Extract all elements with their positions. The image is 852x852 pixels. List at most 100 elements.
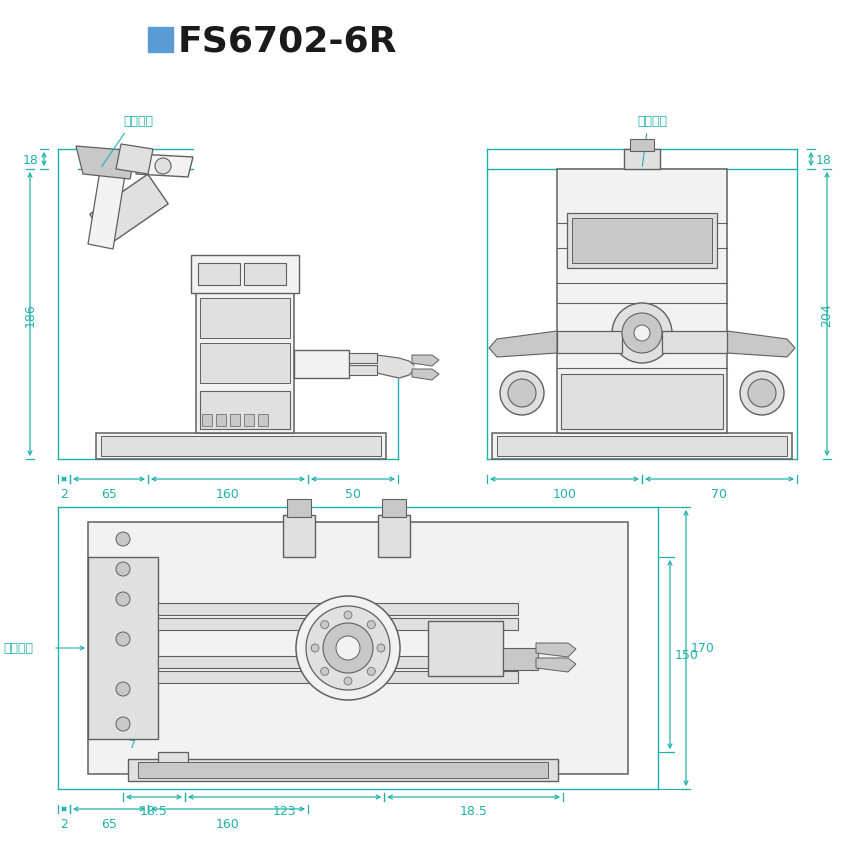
Circle shape [320, 668, 329, 676]
Bar [349, 366, 377, 376]
Circle shape [612, 303, 672, 364]
Circle shape [116, 682, 130, 696]
Text: FS6702-6R: FS6702-6R [178, 24, 398, 58]
Text: 旋转中心: 旋转中心 [637, 115, 667, 128]
Text: 70: 70 [711, 487, 728, 500]
Bar [148, 28, 173, 53]
Circle shape [367, 621, 376, 629]
Text: 2: 2 [60, 487, 68, 500]
Text: 旋转中心: 旋转中心 [123, 115, 153, 128]
Bar [191, 256, 299, 294]
Text: 123: 123 [273, 804, 296, 817]
Circle shape [320, 621, 329, 629]
Text: 18.5: 18.5 [460, 804, 487, 817]
Circle shape [367, 668, 376, 676]
Polygon shape [88, 164, 126, 250]
Bar [349, 354, 377, 364]
Circle shape [377, 644, 385, 653]
Bar [557, 170, 727, 434]
Circle shape [336, 636, 360, 660]
Circle shape [748, 379, 776, 407]
Bar [557, 331, 622, 354]
Text: 150: 150 [675, 648, 699, 661]
Text: 2: 2 [60, 817, 68, 830]
Bar [561, 375, 723, 429]
Bar [567, 214, 717, 268]
Bar [200, 299, 290, 338]
Bar [258, 415, 268, 427]
Bar [200, 343, 290, 383]
Circle shape [116, 592, 130, 607]
Circle shape [634, 325, 650, 342]
Text: 18: 18 [816, 153, 832, 166]
Circle shape [344, 611, 352, 619]
Bar [158, 603, 518, 615]
Circle shape [508, 379, 536, 407]
Text: 60: 60 [458, 770, 474, 783]
Bar [96, 434, 386, 459]
Text: 65: 65 [101, 487, 117, 500]
Bar [158, 656, 518, 668]
Circle shape [622, 314, 662, 354]
Text: 160: 160 [216, 817, 240, 830]
Polygon shape [136, 155, 193, 178]
Circle shape [116, 717, 130, 731]
Text: 100: 100 [553, 487, 577, 500]
Polygon shape [536, 643, 576, 657]
Bar [138, 762, 548, 778]
Bar [378, 515, 410, 557]
Bar [492, 434, 792, 459]
Circle shape [306, 607, 390, 690]
Bar [158, 752, 188, 770]
Circle shape [296, 596, 400, 700]
Bar [428, 621, 503, 676]
Bar [382, 499, 406, 517]
Bar [101, 436, 381, 457]
Text: 186: 186 [24, 302, 37, 326]
Polygon shape [412, 370, 439, 381]
Text: 18: 18 [23, 153, 39, 166]
Bar [128, 759, 558, 781]
Bar [88, 522, 628, 774]
Polygon shape [89, 175, 168, 245]
Circle shape [344, 677, 352, 685]
Text: 7: 7 [128, 740, 135, 749]
Bar [630, 140, 654, 152]
Bar [662, 331, 727, 354]
Bar [283, 515, 315, 557]
Bar [624, 150, 660, 170]
Text: 65: 65 [101, 817, 117, 830]
Polygon shape [489, 331, 557, 358]
Bar [287, 499, 311, 517]
Circle shape [116, 532, 130, 546]
Text: 18.5: 18.5 [140, 804, 168, 817]
Circle shape [116, 632, 130, 646]
Polygon shape [727, 331, 795, 358]
Bar [244, 415, 254, 427]
Circle shape [500, 371, 544, 416]
Polygon shape [412, 355, 439, 366]
Bar [158, 671, 518, 683]
Polygon shape [536, 659, 576, 672]
Bar [294, 350, 349, 378]
Circle shape [323, 624, 373, 673]
Text: 204: 204 [820, 302, 833, 326]
Circle shape [155, 158, 171, 175]
Text: 旋转中心: 旋转中心 [3, 642, 33, 654]
Bar [244, 263, 286, 285]
Circle shape [311, 644, 319, 653]
Bar [158, 619, 518, 630]
Polygon shape [76, 147, 136, 180]
Text: 170: 170 [691, 642, 715, 654]
Bar [503, 648, 538, 671]
Text: 50: 50 [345, 487, 361, 500]
Bar [230, 415, 240, 427]
Bar [198, 263, 240, 285]
Text: 160: 160 [216, 487, 240, 500]
Bar [200, 392, 290, 429]
Circle shape [116, 562, 130, 576]
Bar [216, 415, 226, 427]
Bar [196, 294, 294, 434]
Circle shape [740, 371, 784, 416]
Bar [497, 436, 787, 457]
